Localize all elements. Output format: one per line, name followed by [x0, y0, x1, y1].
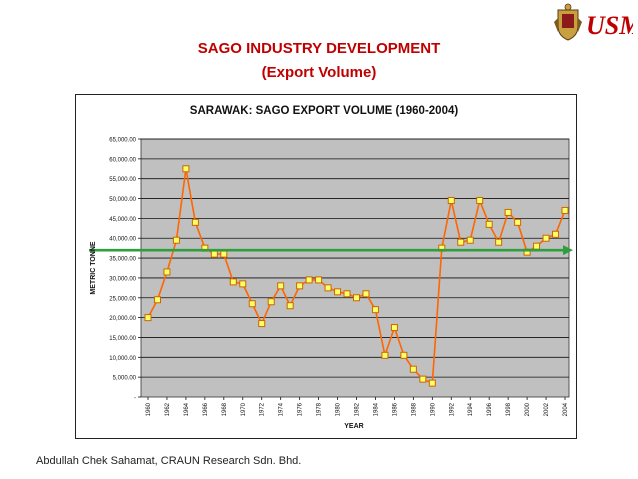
x-tick-label: 1978 — [317, 402, 323, 416]
x-tick-label: 1986 — [392, 402, 398, 416]
y-tick-label: 60,000.00 — [109, 157, 136, 163]
data-point — [343, 290, 351, 298]
data-point — [409, 365, 417, 373]
x-tick-label: 1982 — [355, 402, 361, 416]
data-markers — [144, 165, 569, 387]
data-point — [324, 284, 332, 292]
data-point — [552, 230, 560, 238]
x-tick-label: 1960 — [146, 402, 152, 416]
data-point — [163, 268, 171, 276]
x-tick-label: 1964 — [184, 402, 190, 416]
x-tick-label: 1990 — [430, 402, 436, 416]
x-tick-label: 2000 — [525, 402, 531, 416]
data-point — [267, 298, 275, 306]
chart-frame: SARAWAK: SAGO EXPORT VOLUME (1960-2004) … — [75, 94, 577, 439]
y-axis-ticks: - 5,000.00 10,000.00 15,000.00 20,000.00 25,0… — [109, 138, 141, 402]
data-point — [315, 276, 323, 284]
usm-logo: USM — [586, 11, 633, 40]
data-point — [533, 242, 541, 250]
data-point — [476, 197, 484, 205]
x-tick-label: 1962 — [165, 402, 171, 416]
data-point — [495, 238, 503, 246]
x-tick-label: 1994 — [468, 402, 474, 416]
y-tick-label: 25,000.00 — [109, 296, 136, 302]
x-axis-label: YEAR — [344, 423, 363, 430]
data-point — [419, 375, 427, 383]
data-point — [561, 206, 569, 214]
data-point — [542, 234, 550, 242]
data-point — [400, 351, 408, 359]
x-tick-label: 1968 — [222, 402, 228, 416]
x-tick-label: 2002 — [544, 402, 550, 416]
data-point — [334, 288, 342, 296]
x-tick-label: 2004 — [563, 402, 569, 416]
y-tick-label: 65,000.00 — [109, 138, 136, 144]
y-tick-label: 5,000.00 — [113, 376, 137, 382]
x-tick-label: 1984 — [373, 402, 379, 416]
sago-export-chart: SARAWAK: SAGO EXPORT VOLUME (1960-2004) … — [89, 105, 573, 430]
x-tick-label: 1996 — [487, 402, 493, 416]
x-axis-ticks: 1960 1962 1964 1966 1968 1970 1972 1974 1976 1978… — [146, 397, 569, 416]
x-tick-label: 1976 — [298, 402, 304, 416]
data-point — [390, 324, 398, 332]
data-point — [466, 236, 474, 244]
data-point — [229, 278, 237, 286]
x-tick-label: 1974 — [279, 402, 285, 416]
x-tick-label: 1980 — [336, 402, 342, 416]
x-tick-label: 1992 — [449, 402, 455, 416]
data-point — [258, 320, 266, 328]
y-tick-label: 30,000.00 — [109, 276, 136, 282]
y-tick-label: 35,000.00 — [109, 257, 136, 263]
data-point — [144, 314, 152, 322]
footer-credit: Abdullah Chek Sahamat, CRAUN Research Sd… — [36, 455, 302, 467]
data-point — [381, 351, 389, 359]
y-axis-label: METRIC TONNE — [90, 241, 97, 294]
data-point — [457, 238, 465, 246]
y-tick-label: 15,000.00 — [109, 336, 136, 342]
data-point — [277, 282, 285, 290]
data-point — [172, 236, 180, 244]
y-tick-label: 55,000.00 — [109, 177, 136, 183]
data-point — [220, 250, 228, 258]
x-tick-label: 1988 — [411, 402, 417, 416]
data-point — [286, 302, 294, 310]
data-point — [296, 282, 304, 290]
y-tick-label: 20,000.00 — [109, 316, 136, 322]
data-point — [239, 280, 247, 288]
reference-line-group — [89, 245, 573, 256]
reference-line-arrowhead — [563, 245, 573, 256]
data-point — [248, 300, 256, 308]
data-point — [191, 218, 199, 226]
data-point — [485, 220, 493, 228]
slide-subtitle: (Export Volume) — [261, 64, 377, 81]
data-point — [362, 290, 370, 298]
data-point — [447, 197, 455, 205]
slide-title: SAGO INDUSTRY DEVELOPMENT — [197, 40, 441, 57]
usm-logo-text: USM — [586, 11, 633, 40]
data-point — [182, 165, 190, 173]
y-tick-label: 50,000.00 — [109, 197, 136, 203]
plot-area — [140, 138, 570, 398]
data-point — [353, 294, 360, 302]
x-tick-label: 1972 — [260, 402, 266, 416]
y-tick-label: 40,000.00 — [109, 237, 136, 243]
university-crest-icon — [554, 3, 582, 41]
data-point — [428, 379, 436, 387]
data-point — [514, 218, 522, 226]
data-point — [305, 276, 313, 284]
x-tick-label: 1998 — [506, 402, 512, 416]
y-tick-label: - — [134, 396, 136, 402]
y-tick-label: 45,000.00 — [109, 217, 136, 223]
data-point — [210, 250, 218, 258]
data-point — [153, 296, 161, 304]
x-tick-label: 1966 — [203, 402, 209, 416]
x-tick-label: 1970 — [241, 402, 247, 416]
data-point — [371, 306, 379, 314]
chart-title: SARAWAK: SAGO EXPORT VOLUME (1960-2004) — [190, 105, 459, 117]
y-tick-label: 10,000.00 — [109, 356, 136, 362]
data-point — [504, 208, 512, 216]
